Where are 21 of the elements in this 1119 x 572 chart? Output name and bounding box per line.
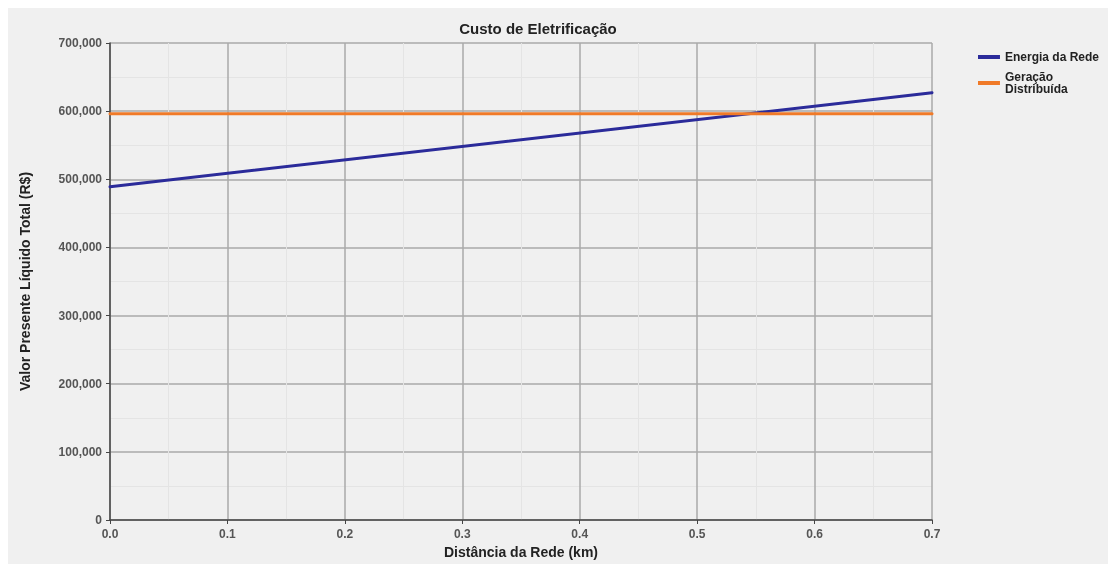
x-tick-label: 0.2 xyxy=(336,527,354,541)
chart-title: Custo de Eletrificação xyxy=(459,20,617,37)
y-tick-label: 700,000 xyxy=(58,36,103,50)
y-tick-label: 300,000 xyxy=(58,308,103,323)
y-axis-title: Valor Presente Líquido Total (R$) xyxy=(17,171,33,392)
y-tick-label: 200,000 xyxy=(58,376,103,391)
y-tick-label: 600,000 xyxy=(58,104,103,119)
legend-label: Geração Distribuída xyxy=(1004,70,1068,96)
x-axis-title: Distância da Rede (km) xyxy=(443,543,599,560)
y-tick-label: 500,000 xyxy=(58,172,103,187)
y-tick-label: 100,000 xyxy=(58,444,103,459)
y-tick-label: 0 xyxy=(95,513,103,527)
x-tick-label: 0.1 xyxy=(219,527,237,541)
x-tick-label: 0.4 xyxy=(571,527,589,541)
x-tick-label: 0.3 xyxy=(453,527,471,541)
y-tick-label: 400,000 xyxy=(58,240,103,255)
x-tick-label: 0.6 xyxy=(806,527,824,541)
legend-label: Energia da Rede xyxy=(1004,50,1100,64)
x-tick-label: 0.7 xyxy=(923,527,941,541)
x-tick-label: 0.0 xyxy=(101,527,119,541)
x-tick-label: 0.5 xyxy=(688,527,706,541)
